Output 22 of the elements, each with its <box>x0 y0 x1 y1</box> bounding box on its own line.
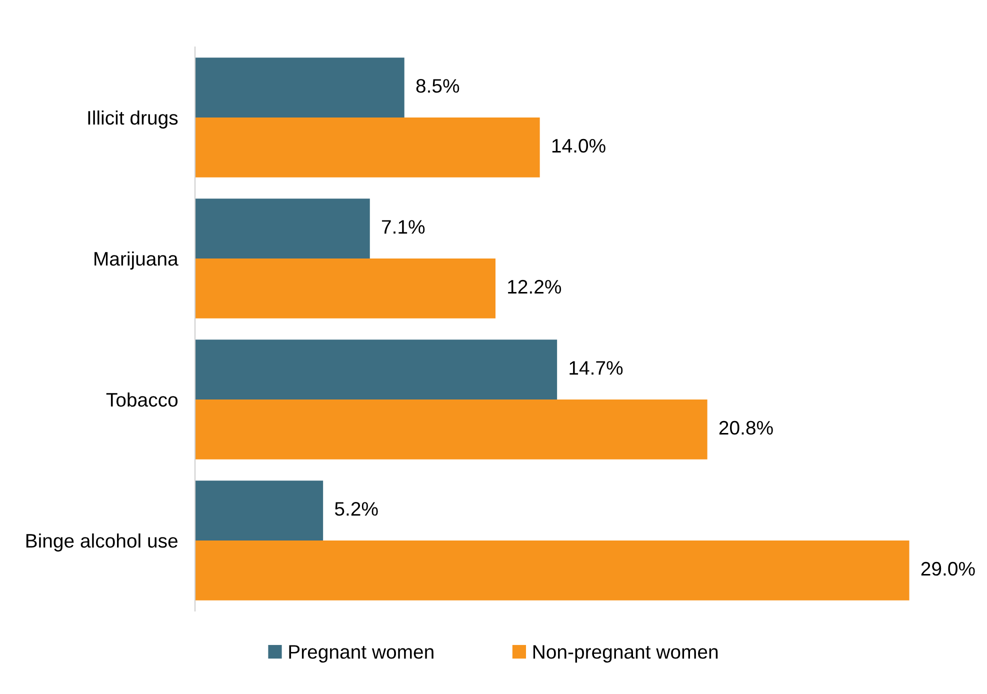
legend-label: Non-pregnant women <box>533 645 718 663</box>
bar <box>195 58 404 118</box>
y-tick-label: Binge alcohol use <box>26 533 178 552</box>
data-label: 14.7% <box>570 361 623 375</box>
data-label: 12.2% <box>508 280 562 294</box>
data-label: 8.5% <box>416 78 460 93</box>
bar <box>195 198 370 258</box>
bar <box>195 118 540 178</box>
bar <box>195 480 324 540</box>
bar <box>195 340 558 400</box>
data-label: 5.2% <box>334 502 378 516</box>
bar <box>195 540 910 600</box>
y-tick-label: Illicit drugs <box>88 110 178 129</box>
bar <box>195 400 708 460</box>
legend-label: Pregnant women <box>289 645 434 663</box>
data-label: 14.0% <box>552 138 606 153</box>
bar <box>195 258 496 318</box>
data-label: 7.1% <box>382 220 425 234</box>
data-label: 29.0% <box>921 562 975 576</box>
y-tick-label: Tobacco <box>106 392 178 407</box>
y-tick-label: Marijuana <box>94 251 178 270</box>
data-label: 20.8% <box>719 420 773 435</box>
